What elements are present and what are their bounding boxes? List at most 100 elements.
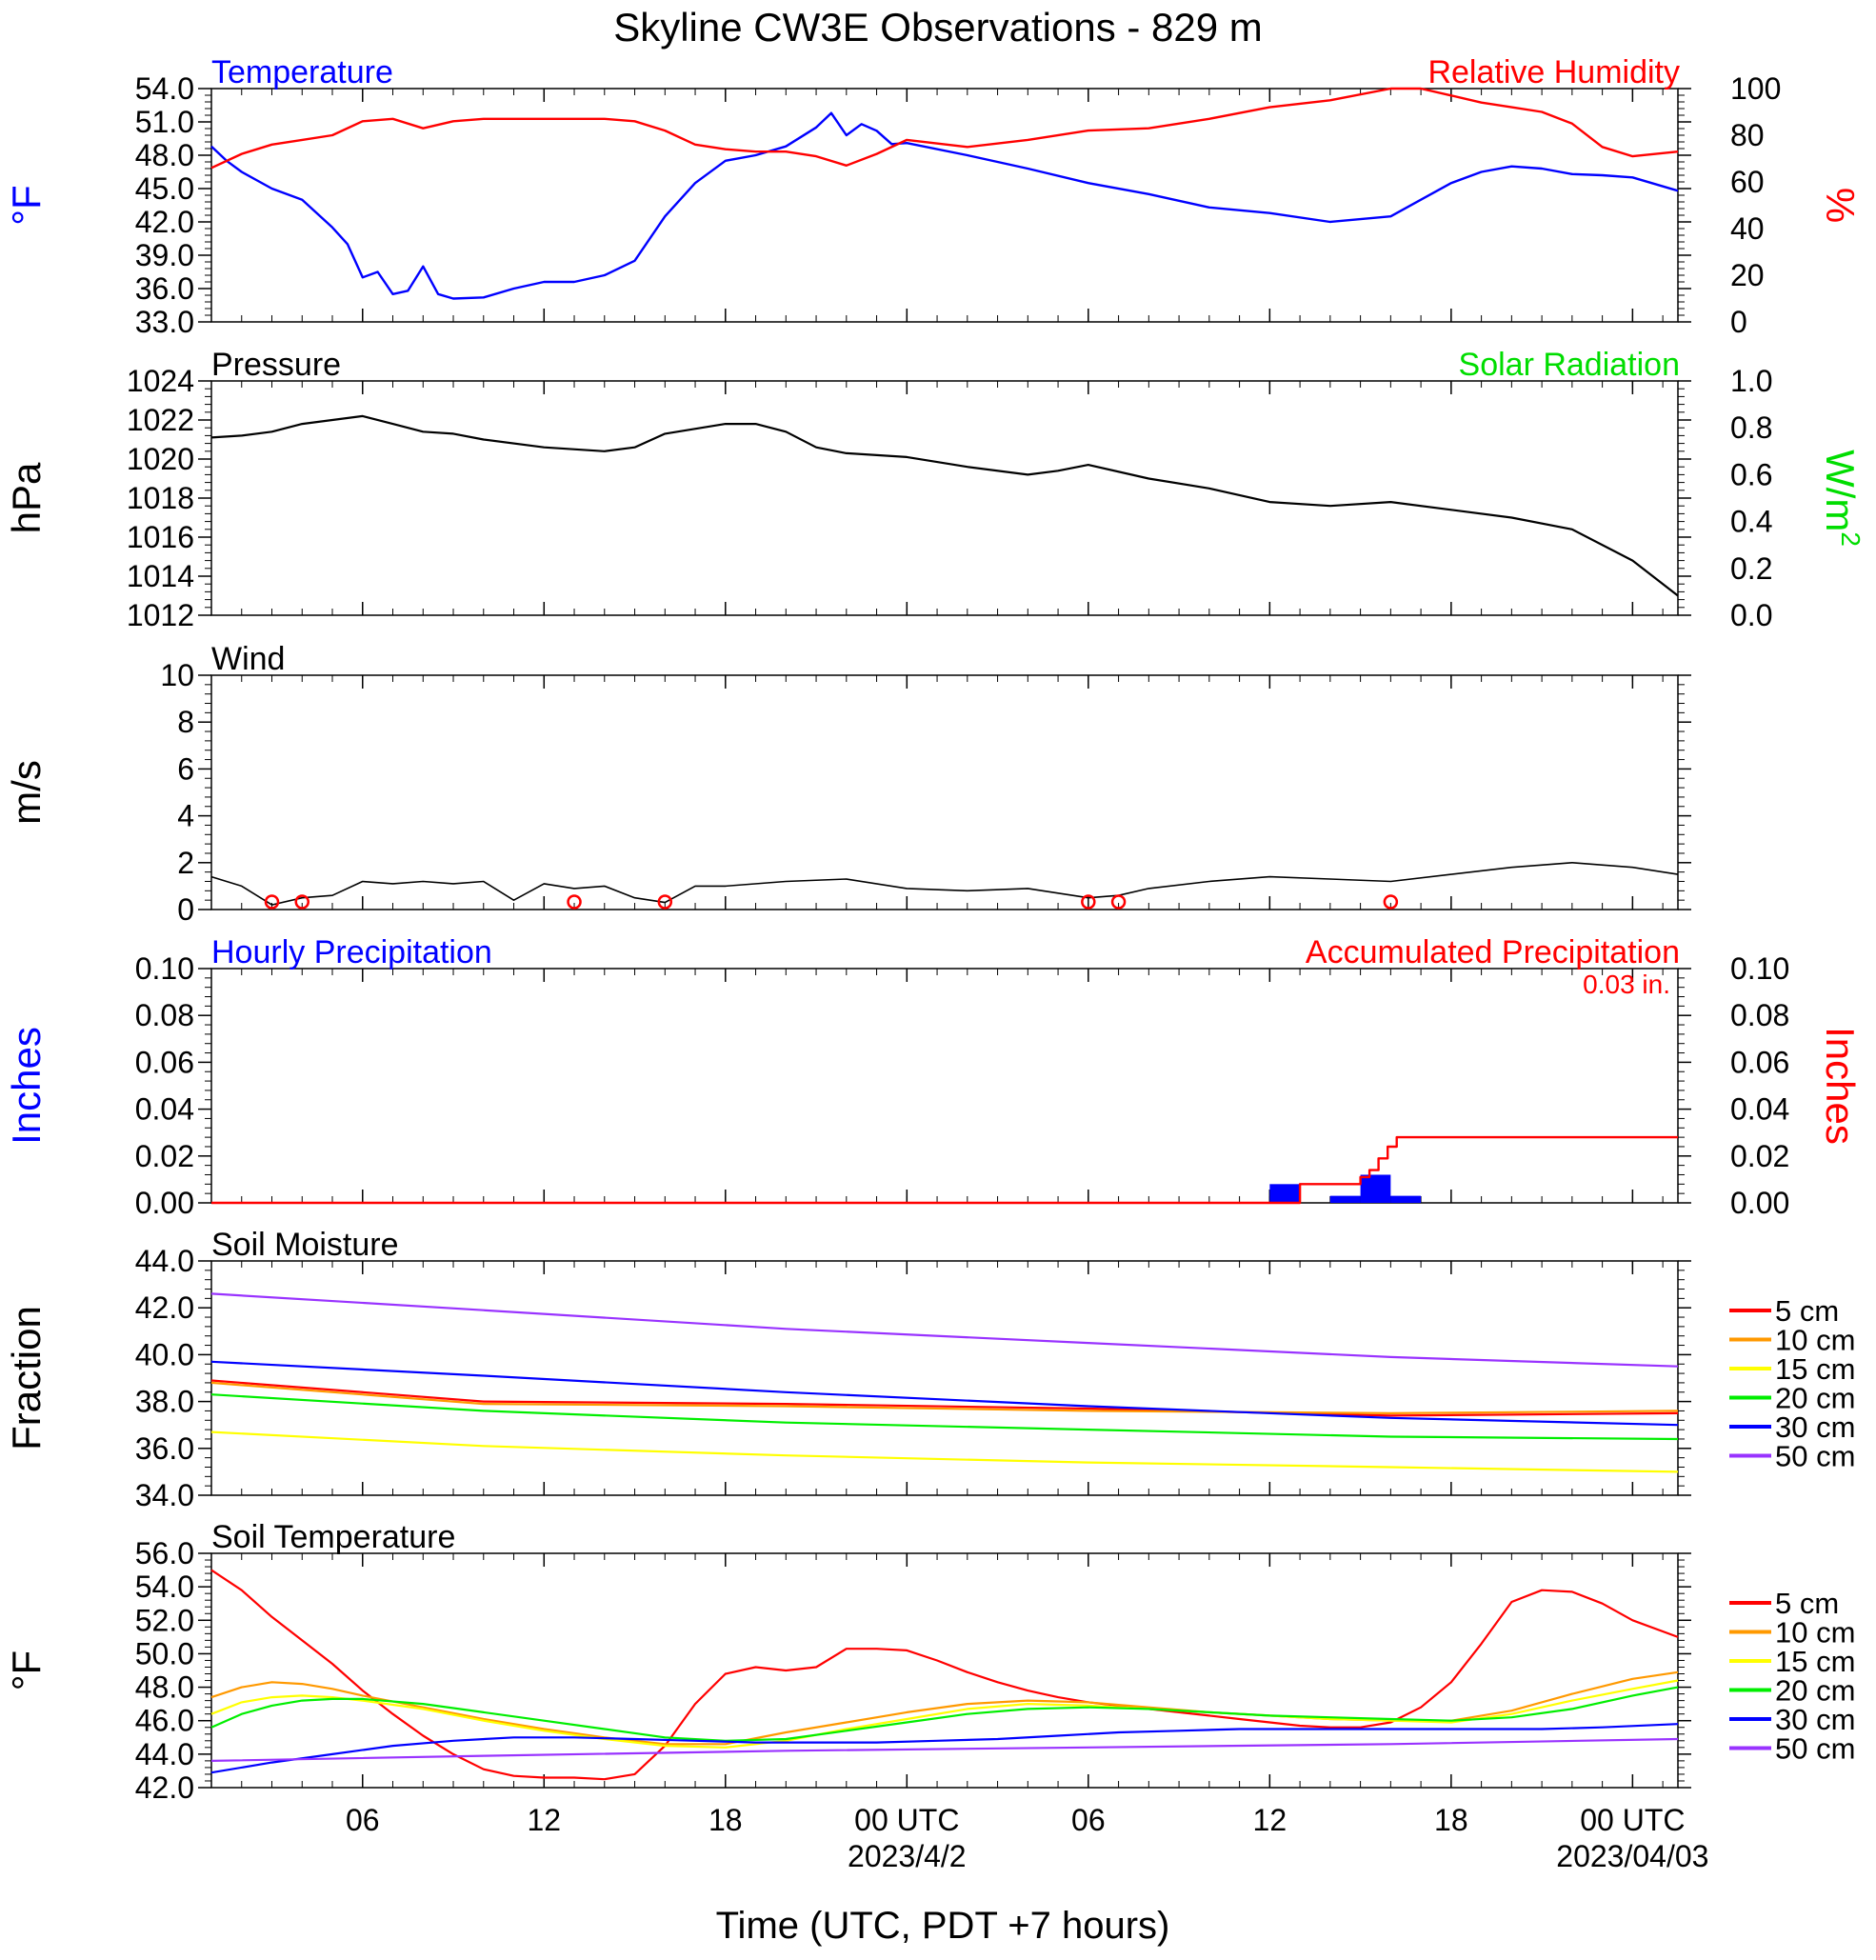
hourly-precip-bar	[1269, 1184, 1301, 1203]
precip-y-tick-label: 0.08	[135, 998, 194, 1032]
temp_rh-left-unit: °F	[4, 185, 49, 225]
x-tick-date-label: 2023/04/03	[1556, 1839, 1708, 1873]
pressure-y-tick-label: 1024	[127, 364, 194, 398]
legend-label: 10 cm	[1775, 1616, 1855, 1650]
legend-label: 10 cm	[1775, 1324, 1855, 1357]
x-tick-label: 12	[527, 1803, 561, 1837]
soil_moisture-y-tick-label: 36.0	[135, 1431, 194, 1466]
temp_rh-right-tick-label: 100	[1730, 71, 1781, 106]
soil_temp-y-tick-label: 42.0	[135, 1770, 194, 1805]
soil_temp-y-tick-label: 54.0	[135, 1570, 194, 1604]
temp_rh-y-tick-label: 48.0	[135, 138, 194, 172]
temp_rh-right-unit: %	[1818, 188, 1863, 223]
precip-right-tick-label: 0.06	[1730, 1045, 1789, 1079]
soil_temp-y-tick-label: 52.0	[135, 1603, 194, 1637]
legend-label: 20 cm	[1775, 1674, 1855, 1708]
soil-moisture-line-5cm	[210, 1379, 1679, 1417]
wind-calm-marker	[264, 894, 280, 910]
precip-right-unit: Inches	[1818, 1027, 1863, 1145]
wind-frame	[210, 674, 1679, 910]
precip-y-tick-label: 0.04	[135, 1092, 194, 1127]
soil_moisture-y-tick-label: 38.0	[135, 1385, 194, 1419]
soil-moisture-line-15cm	[210, 1430, 1679, 1473]
temp_rh-frame	[210, 88, 1679, 323]
temp_rh-right-tick-label: 60	[1730, 165, 1765, 199]
legend-label: 20 cm	[1775, 1382, 1855, 1415]
x-tick-label: 00 UTC	[854, 1803, 959, 1837]
precip-right-tick-label: 0.04	[1730, 1092, 1789, 1127]
legend-label: 15 cm	[1775, 1645, 1855, 1678]
soil_moisture-y-tick-label: 44.0	[135, 1244, 194, 1278]
wind-speed-line	[210, 862, 1679, 906]
x-tick-label: 06	[346, 1803, 380, 1837]
pressure-y-tick-label: 1022	[127, 403, 194, 437]
pressure-right-unit: W/m2	[1818, 450, 1866, 547]
soil-moisture-line-10cm	[210, 1381, 1679, 1414]
accumulated-precip-line	[211, 1135, 1678, 1205]
wind-y-tick-label: 2	[177, 846, 194, 880]
soil-temp-line-20cm	[210, 1686, 1679, 1742]
temp_rh-y-tick-label: 54.0	[135, 71, 194, 106]
legend-label: 50 cm	[1775, 1732, 1855, 1766]
temp_rh-y-tick-label: 42.0	[135, 205, 194, 239]
soil-temp-line-30cm	[210, 1723, 1679, 1774]
hourly-precip-bar	[1360, 1174, 1391, 1203]
soil_moisture-left-unit: Fraction	[4, 1306, 49, 1450]
soil-temp-line-50cm	[210, 1737, 1679, 1762]
legend-label: 5 cm	[1775, 1587, 1839, 1620]
wind-left-title: Wind	[211, 641, 285, 677]
pressure-right-tick-label: 0.2	[1730, 551, 1772, 586]
x-tick-date-label: 2023/4/2	[848, 1839, 967, 1873]
soil_moisture-y-tick-label: 40.0	[135, 1337, 194, 1371]
panel-soil_temp: 56.054.052.050.048.046.044.042.0 Soil Tem…	[4, 1519, 1691, 1805]
soil_moisture-y-tick-label: 34.0	[135, 1478, 194, 1512]
soil_temp-y-tick-label: 44.0	[135, 1737, 194, 1771]
temp_rh-y-tick-label: 45.0	[135, 171, 194, 206]
soil-temp-line-15cm	[210, 1679, 1679, 1749]
precip-frame	[210, 968, 1679, 1204]
legend-label: 15 cm	[1775, 1352, 1855, 1386]
temp_rh-right-tick-label: 20	[1730, 258, 1765, 292]
hourly-precip-bar	[1390, 1195, 1422, 1203]
soil_temp-frame	[210, 1552, 1679, 1789]
panel-precip: 0.10 0.08 0.06 0.04 0.02 0.00 0.10 0.08 0.06 0.04…	[4, 934, 1863, 1220]
pressure-right-tick-label: 0.4	[1730, 505, 1772, 539]
precip-right-title: Accumulated Precipitation	[1306, 934, 1680, 970]
soil_temp-left-unit: °F	[4, 1650, 49, 1690]
wind-calm-marker	[567, 894, 582, 910]
pressure-frame	[210, 380, 1679, 616]
panel-wind: 10 8 6 4 2 0 Wind m/s	[4, 641, 1691, 927]
x-tick-label: 18	[1434, 1803, 1468, 1837]
soil-moisture-line-20cm	[210, 1393, 1679, 1441]
legend-label: 50 cm	[1775, 1440, 1855, 1473]
pressure-left-unit: hPa	[4, 462, 49, 533]
temp_rh-right-tick-label: 80	[1730, 118, 1765, 152]
soil_moisture-frame	[210, 1260, 1679, 1496]
wind-y-tick-label: 0	[177, 892, 194, 927]
pressure-right-tick-label: 0.8	[1730, 410, 1772, 445]
pressure-right-tick-label: 1.0	[1730, 364, 1772, 398]
pressure-y-tick-label: 1020	[127, 442, 194, 476]
temp_rh-y-tick-label: 36.0	[135, 271, 194, 306]
wind-left-unit: m/s	[4, 760, 49, 825]
temp_rh-right-tick-label: 40	[1730, 211, 1765, 246]
soil-moisture-line-50cm	[210, 1292, 1679, 1368]
precip-y-tick-label: 0.00	[135, 1186, 194, 1220]
pressure-right-title: Solar Radiation	[1459, 347, 1680, 383]
wind-calm-marker	[657, 894, 673, 910]
soil_temp-y-tick-label: 46.0	[135, 1704, 194, 1738]
hourly-precip-bar	[1329, 1195, 1361, 1203]
x-tick-label: 12	[1253, 1803, 1287, 1837]
pressure-right-tick-label: 0.6	[1730, 457, 1772, 491]
figure-title: Skyline CW3E Observations - 829 m	[613, 5, 1263, 50]
panel-temp_rh: 54.051.048.045.042.039.036.033.0 100 80 60 4…	[4, 54, 1863, 339]
soil_temp-y-tick-label: 50.0	[135, 1636, 194, 1670]
precip-left-title: Hourly Precipitation	[211, 934, 492, 970]
precip-left-unit: Inches	[4, 1027, 49, 1145]
x-tick-label: 18	[708, 1803, 743, 1837]
pressure-y-tick-label: 1014	[127, 559, 194, 593]
wind-calm-marker	[1110, 894, 1127, 910]
pressure-right-unit-sup: 2	[1836, 531, 1866, 547]
